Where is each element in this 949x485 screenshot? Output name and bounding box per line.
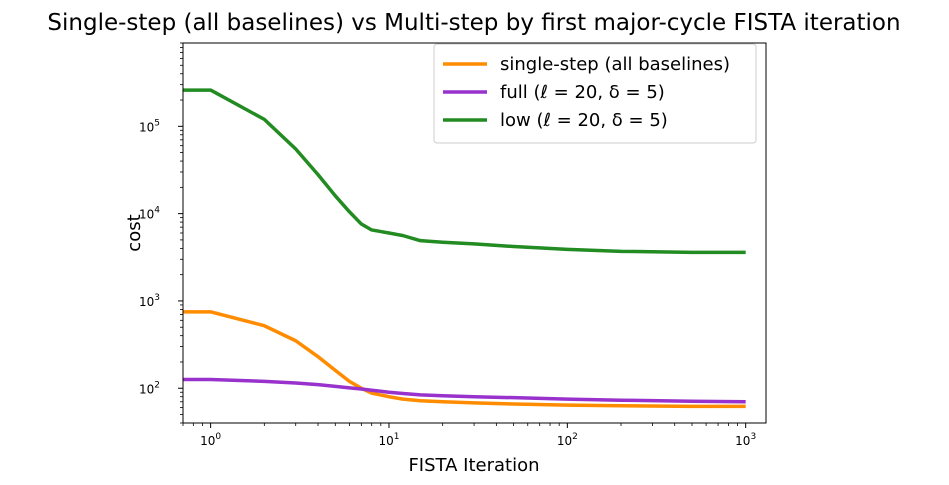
y-tick-label: 103 — [139, 293, 160, 309]
y-axis-label: cost — [124, 214, 145, 251]
x-tick-label: 101 — [378, 432, 399, 448]
legend-label-1: single-step (all baselines) — [500, 54, 730, 75]
legend-label-2: full (ℓ = 20, δ = 5) — [500, 82, 665, 103]
x-tick-label: 103 — [735, 432, 756, 448]
y-tick-label: 105 — [139, 118, 160, 134]
legend-label-3: low (ℓ = 20, δ = 5) — [500, 110, 668, 131]
x-tick-label: 100 — [200, 432, 221, 448]
series-line-1 — [183, 310, 746, 409]
x-axis-label: FISTA Iteration — [408, 455, 539, 476]
x-tick-label: 102 — [557, 432, 578, 448]
chart-title: Single-step (all baselines) vs Multi-ste… — [47, 10, 900, 36]
x-axis-ticks: 100 101 102 103 — [182, 423, 756, 448]
legend-box — [433, 43, 757, 144]
series-line-2 — [183, 377, 746, 404]
series-line-3 — [183, 88, 746, 255]
y-tick-label: 102 — [139, 380, 160, 396]
series-layer — [183, 88, 746, 409]
legend: single-step (all baselines) full (ℓ = 20,… — [433, 43, 757, 144]
